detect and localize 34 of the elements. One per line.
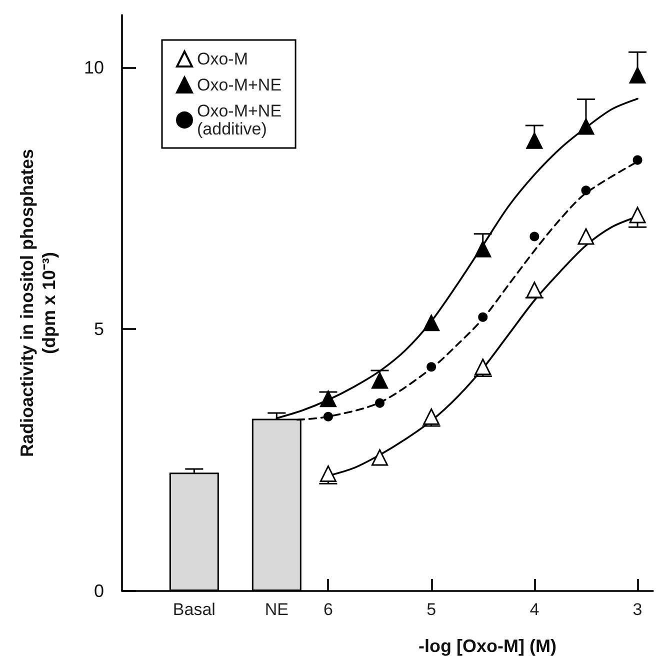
point bbox=[478, 312, 488, 322]
y-tick-label: 0 bbox=[94, 581, 104, 601]
y-tick-label: 10 bbox=[84, 57, 104, 78]
point bbox=[323, 412, 333, 422]
legend-label: Oxo-M+NE (additive) bbox=[197, 102, 282, 138]
point bbox=[526, 132, 543, 149]
point bbox=[578, 228, 594, 245]
point bbox=[423, 408, 440, 425]
legend-label: Oxo-M bbox=[197, 50, 248, 68]
point bbox=[578, 118, 594, 135]
point bbox=[426, 362, 436, 372]
x-tick-label: NE bbox=[264, 600, 288, 619]
point bbox=[372, 372, 388, 389]
point bbox=[629, 66, 646, 84]
point bbox=[474, 240, 492, 258]
point bbox=[474, 358, 492, 376]
point bbox=[375, 398, 385, 408]
x-tick-label: 4 bbox=[530, 600, 540, 619]
point bbox=[423, 314, 440, 332]
x-axis-title: -log [Oxo-M] (M) bbox=[418, 636, 556, 656]
point bbox=[629, 206, 646, 224]
y-axis-title: Radioactivity in inositol phosphates (dpm x 10⁻³) bbox=[17, 148, 59, 458]
point bbox=[581, 186, 591, 196]
x-tick-label: Basal bbox=[172, 600, 216, 619]
legend-label: Oxo-M+NE bbox=[197, 76, 282, 94]
x-tick-label: 5 bbox=[426, 600, 436, 619]
point bbox=[320, 390, 336, 408]
point bbox=[526, 282, 543, 298]
point bbox=[530, 232, 540, 242]
y-tick-label: 5 bbox=[94, 319, 104, 340]
x-tick-label: 3 bbox=[632, 600, 642, 619]
x-tick-label: 6 bbox=[323, 600, 333, 619]
point bbox=[372, 449, 388, 466]
point bbox=[632, 155, 642, 165]
